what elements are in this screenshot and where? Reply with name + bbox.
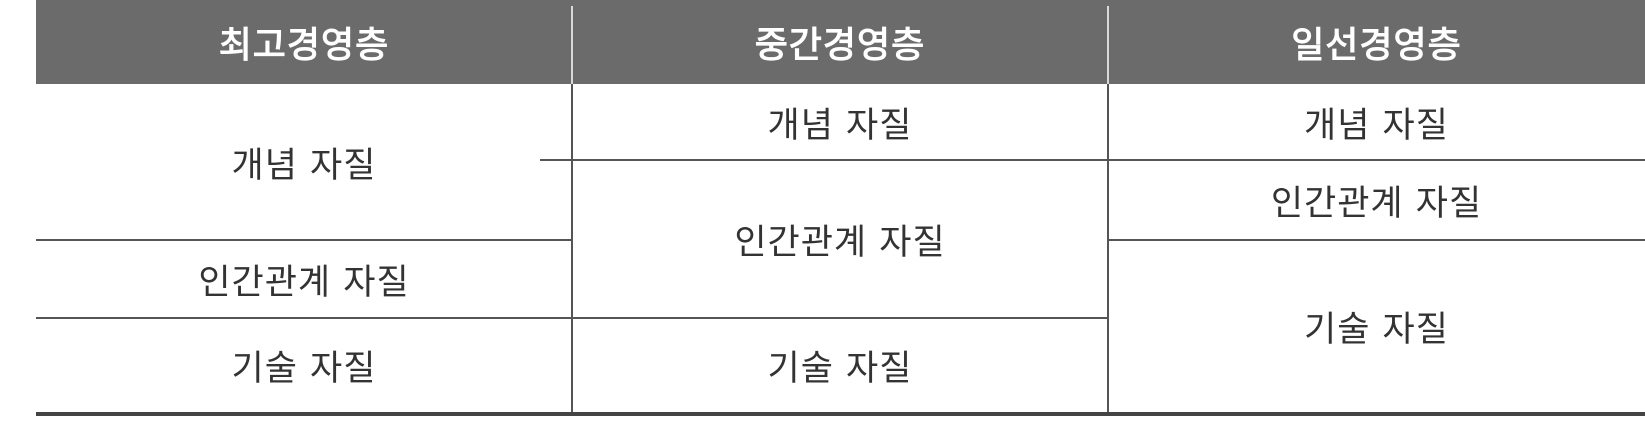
row-divider bbox=[572, 317, 1108, 319]
header-divider bbox=[571, 6, 573, 84]
header-first-line-management: 일선경영층 bbox=[1291, 25, 1462, 66]
row-divider bbox=[36, 317, 572, 319]
row-divider bbox=[1108, 239, 1645, 241]
header-top-management: 최고경영층 bbox=[218, 25, 390, 66]
skills-table: 최고경영층 중간경영층 일선경영층 개념 자질 인간관계 자질 기술 자질 개념… bbox=[36, 0, 1645, 432]
middle-human-cell: 인간관계 자질 bbox=[734, 222, 946, 263]
row-divider bbox=[36, 239, 572, 241]
top-technical-cell: 기술 자질 bbox=[231, 348, 377, 389]
first-line-technical-cell: 기술 자질 bbox=[1304, 309, 1449, 350]
middle-conceptual-cell: 개념 자질 bbox=[767, 105, 913, 146]
top-human-cell: 인간관계 자질 bbox=[198, 262, 410, 303]
middle-technical-cell: 기술 자질 bbox=[767, 348, 913, 389]
header-middle-management: 중간경영층 bbox=[754, 25, 926, 66]
column-divider bbox=[571, 84, 573, 414]
top-conceptual-cell: 개념 자질 bbox=[231, 145, 377, 186]
table-bottom-rule bbox=[36, 412, 1645, 416]
first-line-conceptual-cell: 개념 자질 bbox=[1304, 105, 1449, 146]
first-line-human-cell: 인간관계 자질 bbox=[1270, 183, 1483, 224]
header-divider bbox=[1107, 6, 1109, 84]
column-divider bbox=[1107, 84, 1109, 414]
table-header-row: 최고경영층 중간경영층 일선경영층 bbox=[36, 0, 1645, 84]
row-divider bbox=[540, 159, 1108, 161]
row-divider bbox=[1108, 159, 1645, 161]
